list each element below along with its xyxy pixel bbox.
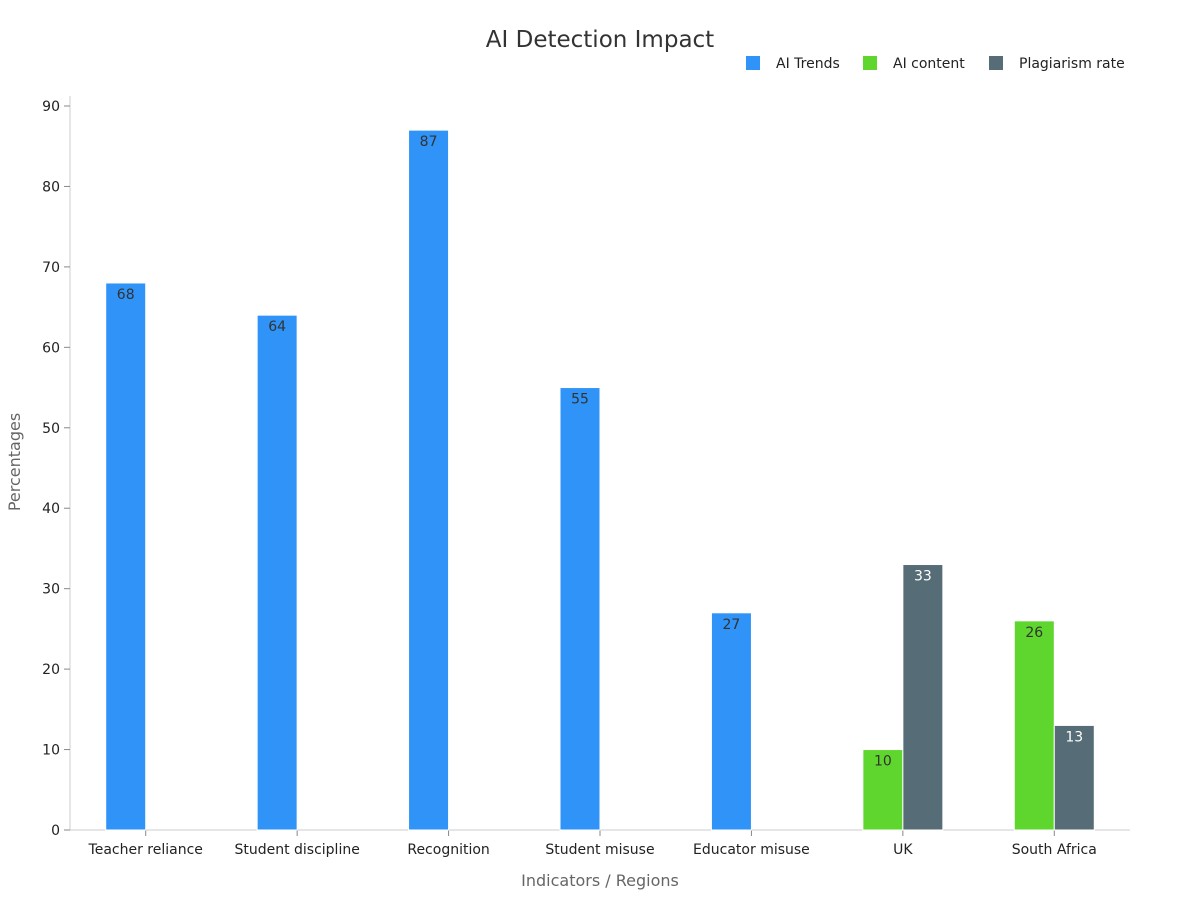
y-axis-title: Percentages	[5, 413, 24, 511]
bar-ai-content-south-africa	[1013, 620, 1055, 831]
bar-plagiarism-rate-uk	[902, 564, 944, 831]
data-label-ai-trends-educator-misuse: 27	[723, 617, 741, 633]
legend-swatch-ai-content	[863, 56, 877, 70]
y-tick-label: 20	[42, 662, 60, 678]
bar-plagiarism-rate-south-africa	[1053, 724, 1095, 831]
bars	[105, 129, 1095, 831]
data-label-ai-content-uk: 10	[874, 754, 892, 770]
y-tick-label: 10	[42, 743, 60, 759]
y-tick-label: 40	[42, 501, 60, 517]
y-tick-label: 70	[42, 260, 60, 276]
bar-ai-trends-recognition	[408, 129, 450, 831]
x-tick-label: Teacher reliance	[88, 842, 203, 858]
legend-swatch-plagiarism-rate	[989, 56, 1003, 70]
x-tick-label: Recognition	[407, 842, 489, 858]
data-label-ai-content-south-africa: 26	[1025, 625, 1043, 641]
axes: 0 10 20 30 40 50 60 70 80 90 Teacher reliance Stude…	[42, 96, 1130, 858]
data-label-ai-trends-recognition: 87	[420, 134, 438, 150]
data-label-ai-trends-student-misuse: 55	[571, 392, 589, 408]
data-label-plagiarism-rate-uk: 33	[914, 569, 932, 585]
chart-title: AI Detection Impact	[486, 27, 714, 53]
y-tick-label: 50	[42, 421, 60, 437]
y-tick-label: 80	[42, 179, 60, 195]
y-tick-label: 90	[42, 99, 60, 115]
x-tick-label: Student misuse	[545, 842, 654, 858]
legend-swatch-ai-trends	[746, 56, 760, 70]
bar-ai-trends-teacher-reliance	[105, 282, 147, 831]
y-tick-label: 30	[42, 582, 60, 598]
data-label-plagiarism-rate-south-africa: 13	[1065, 729, 1083, 745]
legend: AI Trends AI content Plagiarism rate	[746, 56, 1125, 72]
bar-ai-trends-student-misuse	[559, 387, 601, 831]
x-tick-label: South Africa	[1012, 842, 1097, 858]
x-tick-label: Educator misuse	[693, 842, 810, 858]
y-tick-label: 60	[42, 340, 60, 356]
legend-label-plagiarism-rate: Plagiarism rate	[1019, 56, 1125, 72]
legend-label-ai-trends: AI Trends	[776, 56, 840, 72]
x-axis-title: Indicators / Regions	[521, 871, 679, 890]
bar-ai-trends-educator-misuse	[710, 612, 752, 831]
data-label-ai-trends-teacher-reliance: 68	[117, 287, 135, 303]
x-tick-label: Student discipline	[234, 842, 359, 858]
legend-label-ai-content: AI content	[893, 56, 965, 72]
data-label-ai-trends-student-discipline: 64	[268, 319, 286, 335]
x-tick-label: UK	[893, 842, 913, 858]
y-tick-label: 0	[51, 823, 60, 839]
data-labels: 68 64 87 55 27 10 33 26 13	[117, 134, 1083, 769]
bar-ai-trends-student-discipline	[256, 314, 298, 831]
